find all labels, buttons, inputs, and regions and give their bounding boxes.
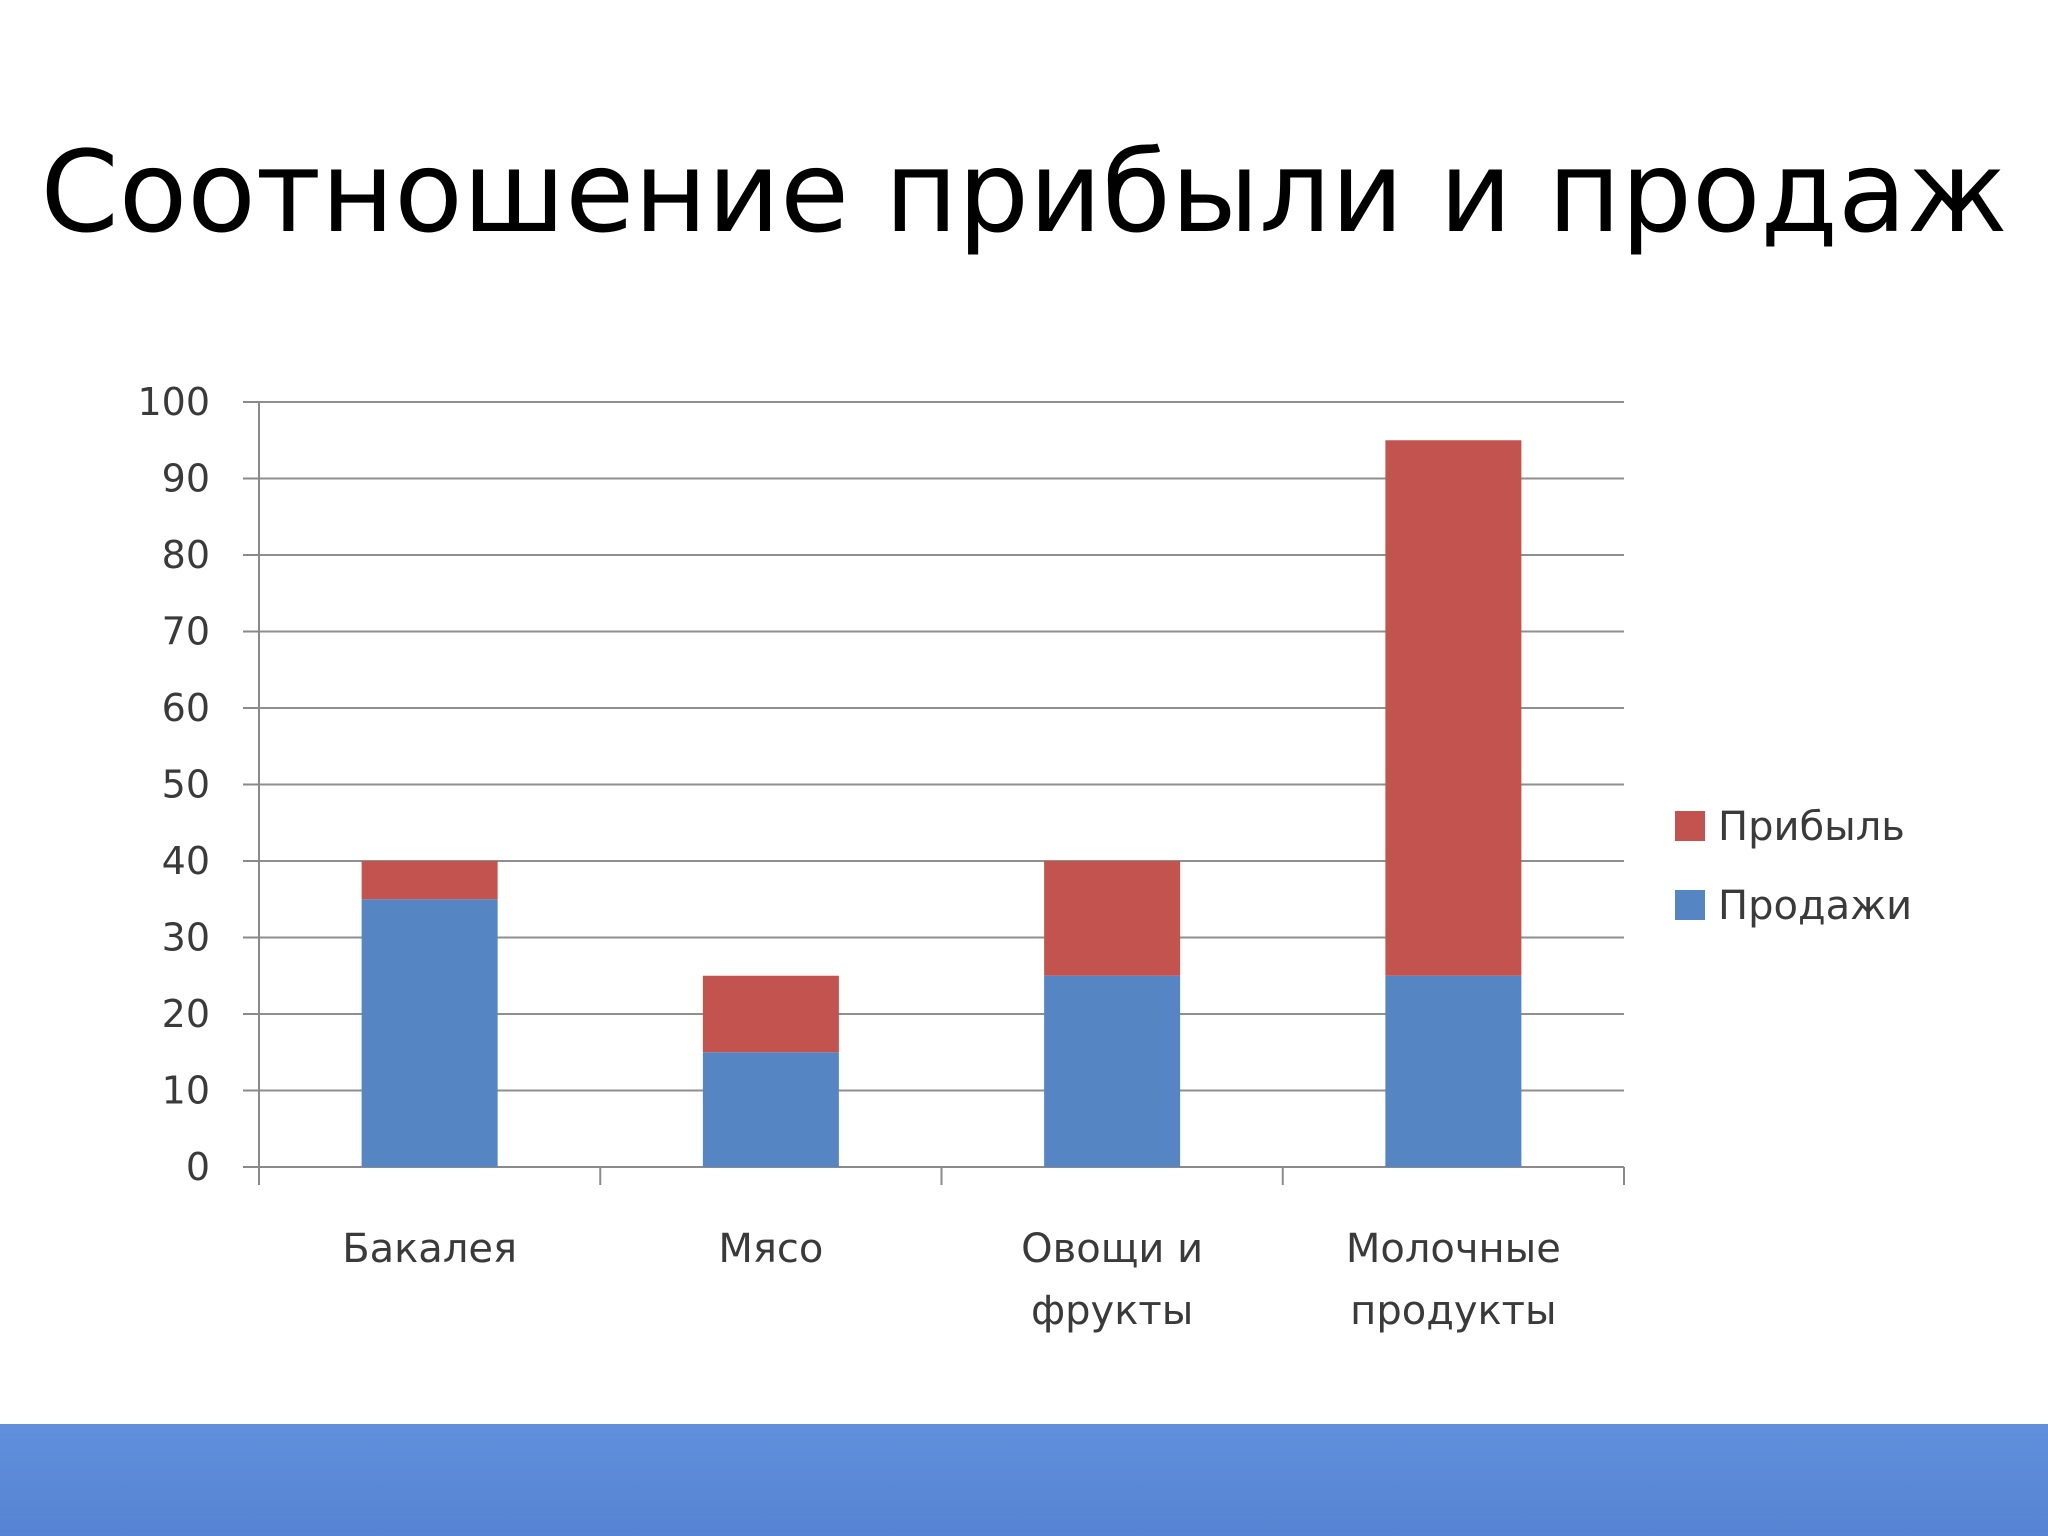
y-tick-label: 90 — [162, 457, 210, 501]
x-category-label: Молочные — [1346, 1226, 1561, 1272]
slide-title: Соотношение прибыли и продаж — [40, 128, 2008, 258]
legend-label: Продажи — [1718, 883, 1912, 929]
bar-Прибыль — [1044, 861, 1181, 976]
y-tick-label: 50 — [162, 763, 210, 807]
y-tick-label: 100 — [137, 380, 210, 424]
y-tick-label: 70 — [162, 610, 210, 654]
bar-Прибыль — [702, 975, 839, 1053]
x-category-label: Мясо — [718, 1226, 823, 1272]
x-category-label: Овощи и — [1021, 1226, 1203, 1272]
x-category-label: Бакалея — [342, 1226, 517, 1272]
bar-Продажи — [702, 1052, 839, 1167]
legend-label: Прибыль — [1718, 804, 1905, 850]
y-tick-label: 40 — [162, 839, 210, 883]
footer-band — [0, 1424, 2048, 1536]
y-tick-label: 30 — [162, 916, 210, 960]
y-tick-label: 0 — [186, 1145, 210, 1189]
bar-Прибыль — [1385, 440, 1522, 976]
bar-Продажи — [1385, 975, 1522, 1167]
legend-swatch — [1675, 811, 1705, 841]
x-category-label: продукты — [1350, 1288, 1556, 1334]
bar-Продажи — [361, 899, 498, 1167]
y-tick-label: 20 — [162, 992, 210, 1036]
y-tick-label: 10 — [162, 1069, 210, 1113]
y-tick-label: 60 — [162, 686, 210, 730]
stacked-bar-chart: 0 10 20 30 40 50 60 70 80 90 100 Бакалея Мясо Овощи и… — [137, 380, 1912, 1334]
y-tick-label: 80 — [162, 533, 210, 577]
legend-swatch — [1675, 890, 1705, 920]
bar-Продажи — [1044, 975, 1181, 1167]
x-category-label: фрукты — [1031, 1288, 1193, 1334]
bar-Прибыль — [361, 861, 498, 900]
